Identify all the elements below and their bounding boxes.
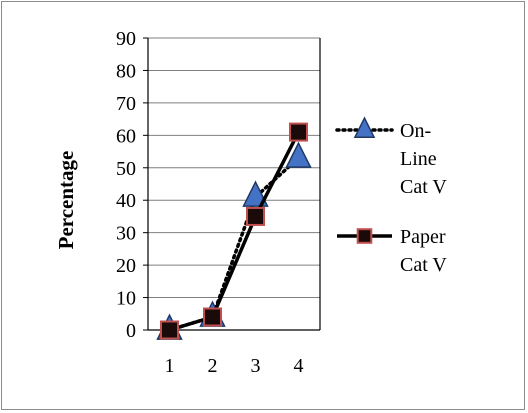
x-tick-labels: 1 2 3 4: [165, 355, 304, 377]
data-point: [242, 180, 269, 207]
axes: [143, 37, 321, 331]
y-tick-label: 10: [116, 288, 136, 310]
series-line: [167, 156, 301, 332]
x-tick-label: 4: [294, 355, 304, 377]
series-paper-cat-v: [160, 122, 308, 340]
x-tick-label: 2: [208, 355, 218, 377]
series-online-cat-v: [156, 141, 312, 340]
legend-label: Paper: [400, 226, 446, 248]
x-tick-label: 3: [251, 355, 261, 377]
data-point: [289, 122, 308, 142]
y-tick-labels: 0 10 20 30 40 50 60 70 80 90: [116, 28, 136, 342]
x-tick-label: 1: [165, 355, 175, 377]
data-point: [203, 307, 222, 327]
y-tick-label: 90: [116, 28, 136, 50]
y-tick-label: 30: [116, 223, 136, 245]
y-tick-label: 80: [116, 60, 136, 82]
legend-label: Cat V: [400, 254, 447, 276]
series: [156, 122, 312, 340]
legend-label: On-: [400, 120, 431, 142]
legend-marker-swatch: [356, 228, 373, 244]
data-point: [160, 320, 179, 340]
data-point: [285, 141, 312, 168]
y-tick-label: 20: [116, 255, 136, 277]
y-tick-label: 70: [116, 93, 136, 115]
legend: On- Line Cat V Paper Cat V: [335, 116, 447, 276]
y-tick-label: 40: [116, 190, 136, 212]
legend-marker-swatch: [353, 116, 376, 139]
series-line: [168, 131, 301, 332]
legend-label: Line: [400, 148, 437, 170]
legend-label: Cat V: [400, 176, 447, 198]
y-tick-label: 0: [126, 320, 136, 342]
y-axis-title: Percentage: [54, 151, 78, 250]
data-point: [246, 206, 265, 226]
y-tick-label: 50: [116, 158, 136, 180]
y-tick-label: 60: [116, 125, 136, 147]
legend-entry-paper-cat-v: Paper Cat V: [337, 226, 447, 276]
legend-entry-online-cat-v: On- Line Cat V: [335, 116, 447, 198]
